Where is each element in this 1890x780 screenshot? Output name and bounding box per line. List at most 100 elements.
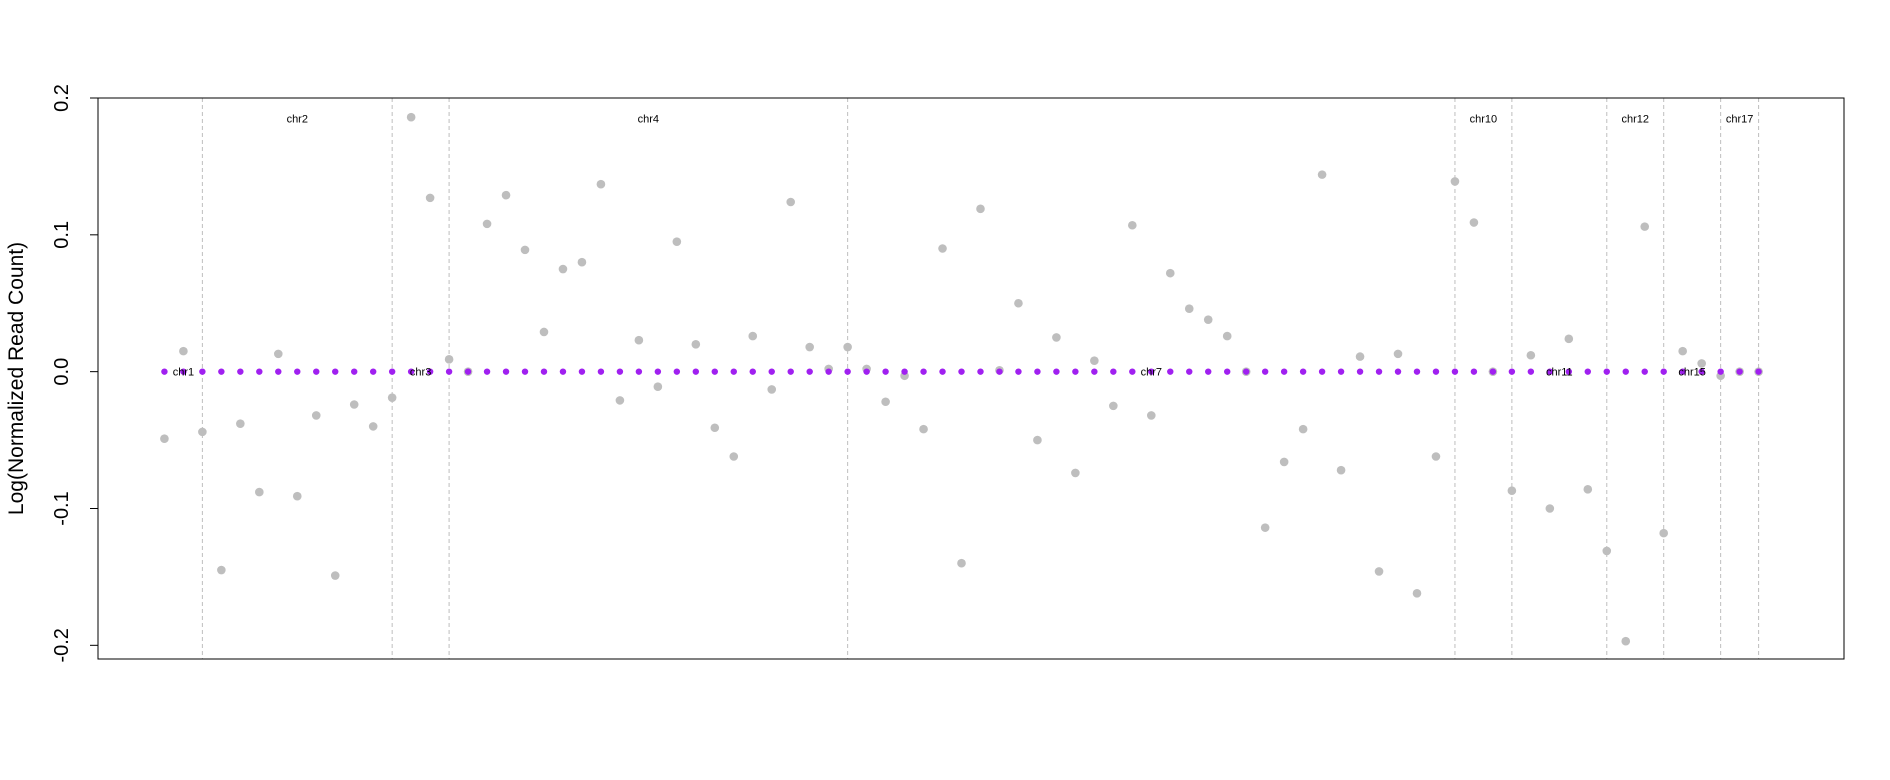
data-point bbox=[1128, 220, 1137, 230]
y-tick-label: -0.2 bbox=[51, 628, 73, 662]
baseline-point bbox=[275, 368, 282, 375]
data-point bbox=[1146, 411, 1156, 420]
baseline-point bbox=[180, 368, 187, 375]
data-point bbox=[1014, 298, 1023, 308]
data-point bbox=[501, 190, 511, 200]
baseline-point bbox=[1413, 368, 1421, 375]
baseline-point bbox=[313, 368, 320, 375]
baseline-point bbox=[1356, 368, 1364, 375]
data-point bbox=[1090, 356, 1099, 366]
data-point bbox=[1071, 468, 1080, 478]
chromosome-label: chr7 bbox=[1141, 367, 1162, 379]
chromosome-label: chr15 bbox=[1678, 367, 1706, 379]
baseline-point bbox=[1584, 368, 1591, 375]
data-point bbox=[1279, 457, 1289, 467]
baseline-point bbox=[1242, 368, 1250, 375]
data-point bbox=[691, 339, 701, 349]
data-point bbox=[976, 204, 985, 214]
data-point bbox=[596, 179, 606, 189]
baseline-point bbox=[825, 368, 832, 375]
data-point bbox=[957, 558, 966, 568]
baseline-point bbox=[1432, 368, 1440, 375]
baseline-point bbox=[294, 368, 301, 375]
data-point bbox=[1412, 589, 1422, 598]
baseline-point bbox=[901, 368, 908, 375]
y-axis-label: Log(Normalized Read Count) bbox=[5, 242, 28, 515]
baseline-point bbox=[1034, 368, 1041, 375]
chromosome-label: chr1 bbox=[173, 367, 194, 379]
data-point bbox=[311, 411, 321, 420]
baseline-point bbox=[540, 368, 548, 375]
baseline-point bbox=[1508, 368, 1516, 375]
data-point bbox=[1336, 465, 1346, 475]
baseline-point bbox=[1148, 368, 1155, 375]
baseline-point bbox=[1110, 368, 1117, 375]
baseline-point bbox=[1318, 368, 1326, 375]
baseline-point bbox=[1489, 368, 1497, 375]
data-point bbox=[1165, 268, 1175, 278]
data-point bbox=[406, 112, 416, 122]
data-point bbox=[236, 419, 245, 428]
chromosome-label: chr3 bbox=[410, 367, 431, 379]
data-point bbox=[179, 346, 188, 356]
baseline-point bbox=[521, 368, 529, 375]
baseline-point bbox=[1186, 368, 1193, 375]
baseline-point bbox=[407, 368, 415, 375]
baseline-point bbox=[1527, 368, 1535, 375]
baseline-point bbox=[1660, 368, 1667, 375]
baseline-point bbox=[1053, 368, 1060, 375]
baseline-point bbox=[1698, 368, 1705, 375]
baseline-point bbox=[1261, 368, 1269, 375]
baseline-point bbox=[1167, 368, 1174, 375]
data-point bbox=[710, 423, 720, 433]
baseline-point bbox=[578, 368, 586, 375]
baseline-point bbox=[1717, 368, 1724, 375]
data-point bbox=[1469, 218, 1479, 227]
data-point bbox=[1507, 486, 1517, 496]
data-point bbox=[198, 427, 207, 437]
data-point bbox=[1184, 304, 1194, 314]
baseline-point bbox=[351, 368, 358, 375]
data-point bbox=[255, 487, 264, 497]
baseline-point bbox=[996, 368, 1003, 375]
data-point bbox=[615, 396, 625, 405]
baseline-point bbox=[654, 368, 662, 375]
baseline-point bbox=[1603, 368, 1610, 375]
baseline-point bbox=[237, 368, 244, 375]
baseline-point bbox=[882, 368, 889, 375]
data-points bbox=[160, 112, 1763, 646]
data-point bbox=[217, 565, 226, 575]
data-point bbox=[273, 349, 283, 359]
baseline-point bbox=[1470, 368, 1478, 375]
data-point bbox=[558, 264, 568, 274]
baseline-point bbox=[806, 368, 813, 375]
chromosome-label: chr2 bbox=[287, 114, 308, 126]
baseline-point bbox=[863, 368, 870, 375]
baseline-point bbox=[161, 368, 168, 375]
baseline-point bbox=[332, 368, 339, 375]
data-point bbox=[1602, 546, 1612, 556]
baseline-point bbox=[369, 368, 377, 375]
data-point bbox=[1317, 170, 1327, 179]
baseline-point bbox=[199, 368, 206, 375]
data-point bbox=[1564, 334, 1574, 344]
baseline-point bbox=[426, 368, 434, 375]
y-axis: -0.2 -0.1 0.0 0.1 0.2 bbox=[51, 84, 98, 663]
chromosome-separators bbox=[201, 98, 1760, 659]
chromosome-label: chr10 bbox=[1470, 114, 1498, 126]
data-point bbox=[349, 400, 359, 409]
data-point bbox=[729, 452, 739, 461]
baseline-point bbox=[1205, 368, 1212, 375]
data-point bbox=[653, 382, 663, 392]
baseline-point bbox=[958, 368, 965, 375]
data-point bbox=[387, 393, 397, 402]
baseline-point bbox=[1375, 368, 1383, 375]
y-tick-label: -0.1 bbox=[51, 491, 73, 525]
baseline-point bbox=[1129, 368, 1136, 375]
baseline-point bbox=[597, 368, 605, 375]
baseline-point bbox=[1015, 368, 1022, 375]
plot-frame bbox=[97, 97, 1845, 660]
data-point bbox=[1109, 401, 1118, 411]
baseline-points bbox=[161, 368, 1762, 375]
